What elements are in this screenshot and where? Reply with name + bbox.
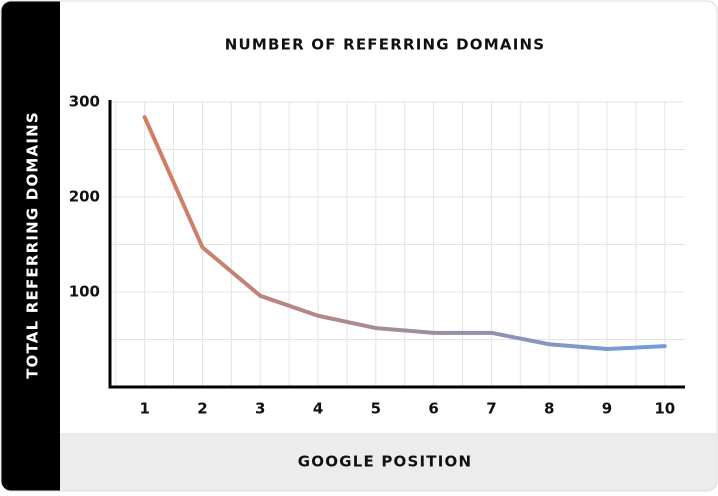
axis-line [108,100,685,389]
x-tick-label: 2 [197,400,207,418]
x-tick-label: 6 [428,400,438,418]
y-tick-label: 300 [69,93,100,111]
data-line [142,115,667,351]
x-axis-label: GOOGLE POSITION [298,453,472,471]
x-tick-label: 7 [486,400,496,418]
x-label-band [60,433,717,491]
x-tick-label: 5 [371,400,381,418]
y-tick-label: 200 [69,188,100,206]
y-tick-label: 100 [69,283,100,301]
x-tick-label: 4 [313,400,323,418]
plot: 100 200 300 1 2 3 4 5 6 7 8 9 10 [69,93,685,418]
x-tick-label: 9 [602,400,612,418]
chart-title: NUMBER OF REFERRING DOMAINS [225,36,545,54]
x-tick-label: 10 [654,400,675,418]
x-tick-label: 1 [139,400,149,418]
y-axis-label: TOTAL REFERRING DOMAINS [24,111,42,379]
x-tick-label: 8 [544,400,554,418]
grid [110,101,685,387]
x-tick-label: 3 [255,400,265,418]
y-label-band [1,1,60,491]
